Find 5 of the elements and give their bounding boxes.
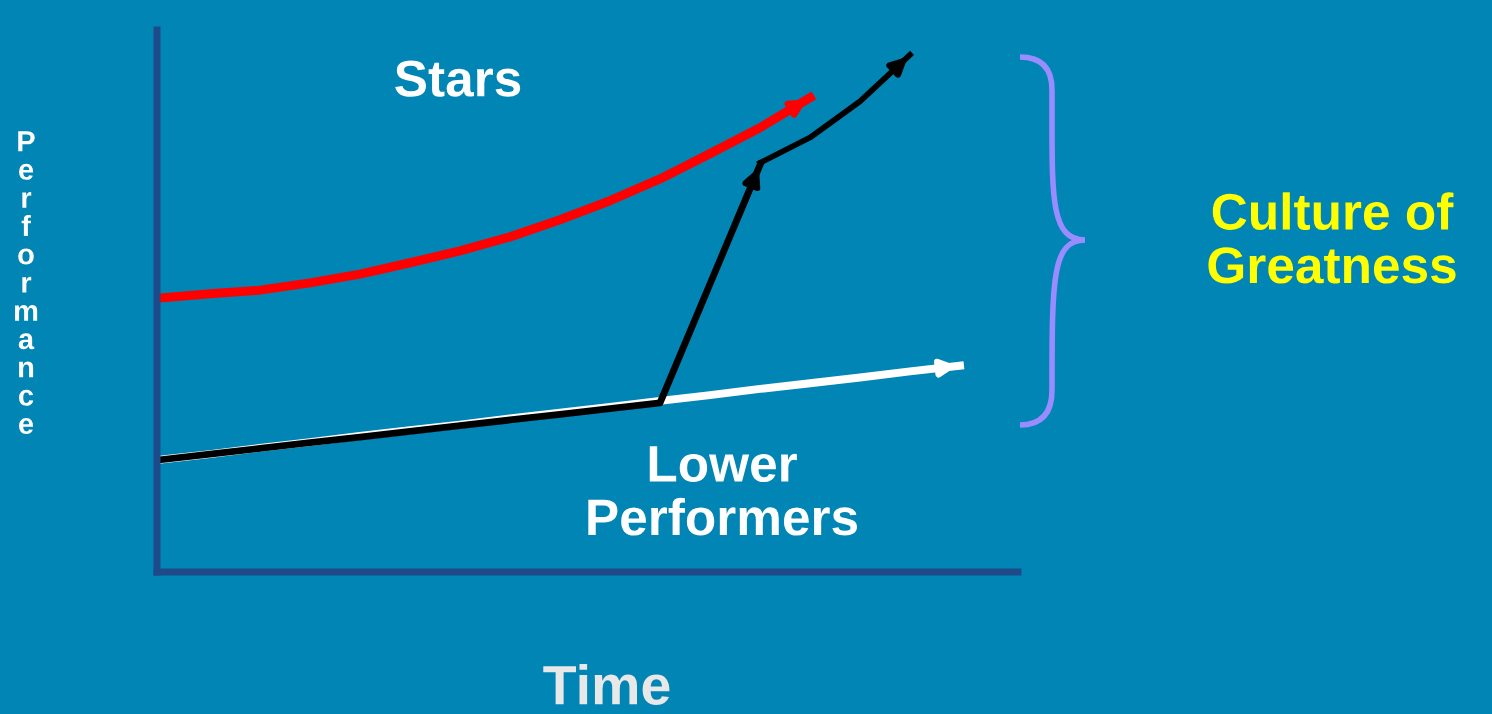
annotation: Stars xyxy=(395,60,521,97)
annotation: Lower Performers xyxy=(588,446,857,536)
text: Culture of Greatness xyxy=(1208,192,1456,284)
x-axis-title: Time xyxy=(543,664,670,705)
text: Performance xyxy=(14,131,38,435)
